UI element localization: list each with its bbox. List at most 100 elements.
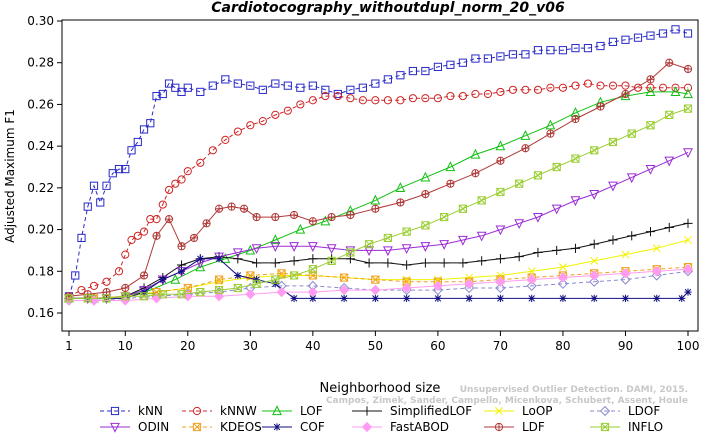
legend-marker-simplifiedlof xyxy=(362,406,372,416)
data-point-lof xyxy=(670,86,681,97)
data-point-inflo xyxy=(458,204,468,213)
data-point-knn xyxy=(71,271,80,280)
data-point-ldf xyxy=(165,215,173,223)
data-point-lof xyxy=(470,148,481,159)
data-point-ldf xyxy=(84,290,92,298)
series-line-inflo xyxy=(69,108,689,299)
data-point-knnw xyxy=(421,94,430,103)
legend-marker-cof xyxy=(273,423,281,431)
data-point-knnw xyxy=(608,81,618,90)
data-point-inflo xyxy=(533,171,543,180)
data-point-knn xyxy=(483,54,493,63)
data-point-inflo xyxy=(571,154,580,163)
data-point-ldf xyxy=(152,232,161,240)
data-point-knn xyxy=(246,81,255,90)
data-point-lof xyxy=(370,194,381,205)
data-point-knn xyxy=(496,52,505,61)
data-point-knn xyxy=(133,137,142,147)
data-point-simplifiedlof xyxy=(364,258,374,268)
data-point-inflo xyxy=(496,187,505,197)
series-line-lof xyxy=(69,91,689,299)
data-point-ldf xyxy=(190,234,198,242)
data-point-knnw xyxy=(158,200,167,209)
data-point-odin xyxy=(570,196,581,207)
data-point-knn xyxy=(396,71,405,80)
data-point-knn xyxy=(583,44,593,53)
data-point-fastabod xyxy=(432,280,444,291)
data-point-lof xyxy=(495,140,506,151)
legend-marker-knn xyxy=(110,406,120,416)
data-point-kdeos xyxy=(402,277,411,286)
plot-frame xyxy=(61,19,699,332)
x-tick-label: 1 xyxy=(65,339,73,353)
data-point-ldf xyxy=(546,129,555,138)
data-point-ldof xyxy=(620,274,631,285)
data-point-knnw xyxy=(371,96,380,105)
data-point-lof xyxy=(270,234,281,245)
watermark-line-1: Unsupervised Outlier Detection. DAMI, 20… xyxy=(460,385,688,395)
data-point-inflo xyxy=(271,275,280,284)
data-point-ldf xyxy=(346,210,355,220)
series-ldf xyxy=(64,58,693,301)
data-point-simplifiedlof xyxy=(589,239,599,249)
data-point-inflo xyxy=(327,256,336,265)
data-point-inflo xyxy=(646,121,655,130)
data-point-kdeos xyxy=(340,273,349,282)
data-point-ldf xyxy=(289,210,299,220)
data-point-loop xyxy=(621,250,630,259)
data-point-odin xyxy=(608,181,618,192)
data-point-fastabod xyxy=(464,278,475,289)
series-knnw xyxy=(64,79,693,301)
series-knn xyxy=(64,25,693,301)
data-point-knn xyxy=(683,29,693,38)
data-point-simplifiedlof xyxy=(608,235,618,245)
data-point-knnw xyxy=(533,85,543,94)
data-point-ldf xyxy=(177,242,186,251)
watermark-line-2: Campos, Zimek, Sander, Campello, Micenko… xyxy=(326,396,688,406)
data-point-loop xyxy=(684,236,692,244)
series-line-knn xyxy=(68,28,689,297)
x-tick-label: 40 xyxy=(305,339,320,353)
data-point-inflo xyxy=(440,212,449,222)
data-point-kdeos xyxy=(371,275,380,284)
legend-item-ldf: LDF xyxy=(484,420,545,434)
data-point-cof xyxy=(559,294,567,302)
legend-item-inflo: INFLO xyxy=(590,420,663,434)
data-point-simplifiedlof xyxy=(645,227,656,237)
data-point-ldf xyxy=(496,156,505,165)
data-point-knn xyxy=(96,198,105,207)
data-point-lof xyxy=(170,273,181,284)
data-point-cof xyxy=(590,294,598,302)
data-point-inflo xyxy=(552,162,561,172)
data-point-loop xyxy=(652,244,661,253)
data-point-knn xyxy=(221,75,230,84)
data-point-knnw xyxy=(152,215,161,224)
data-point-inflo xyxy=(102,294,111,303)
data-point-knnw xyxy=(146,215,155,224)
data-point-simplifiedlof xyxy=(270,258,280,268)
data-point-simplifiedlof xyxy=(514,252,524,262)
legend-item-knnw: kNNW xyxy=(182,404,257,418)
data-point-cof xyxy=(159,276,167,284)
data-point-knnw xyxy=(358,96,367,105)
data-point-knnw xyxy=(139,227,149,236)
data-point-inflo xyxy=(214,285,224,295)
x-tick-label: 100 xyxy=(677,339,700,353)
data-point-knn xyxy=(196,87,205,97)
y-tick-label: 0.20 xyxy=(27,223,54,237)
data-point-inflo xyxy=(627,129,636,138)
data-point-knn xyxy=(346,85,355,94)
legend-marker-fastabod xyxy=(361,421,373,433)
data-point-ldf xyxy=(202,219,211,227)
data-point-simplifiedlof xyxy=(683,218,693,228)
data-point-ldf xyxy=(121,284,129,292)
data-point-lof xyxy=(395,182,406,192)
data-point-inflo xyxy=(64,294,74,303)
legend-label-ldf: LDF xyxy=(522,420,545,434)
data-point-simplifiedlof xyxy=(327,254,337,264)
data-point-knnw xyxy=(246,121,255,130)
data-point-inflo xyxy=(590,146,599,155)
data-point-odin xyxy=(326,244,337,255)
data-point-ldf xyxy=(446,180,455,188)
legend-item-ldof: LDOF xyxy=(590,404,660,418)
